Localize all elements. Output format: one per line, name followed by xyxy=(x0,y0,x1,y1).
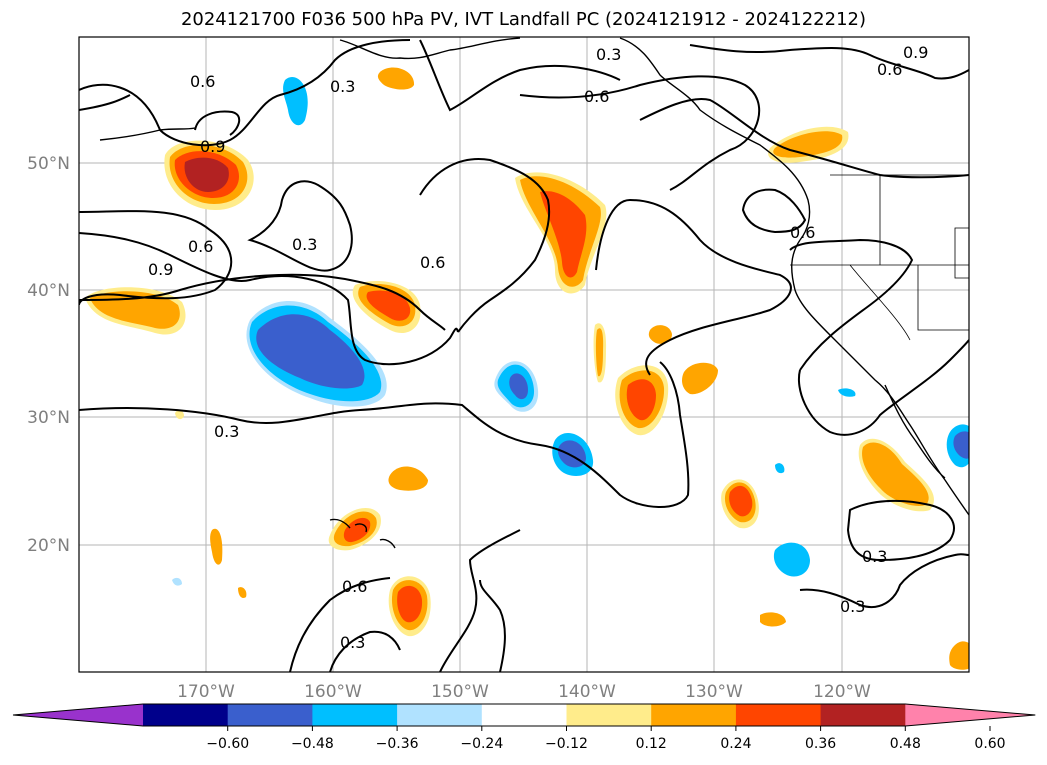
contour-label: 0.3 xyxy=(862,547,887,566)
lon-tick-label: 120°W xyxy=(813,682,871,702)
colorbar-segment xyxy=(651,704,737,726)
anomaly-blob-se xyxy=(949,641,969,670)
contour-label: 0.3 xyxy=(840,597,865,616)
colorbar-tick-label: 0.24 xyxy=(720,736,751,752)
contour-label: 0.6 xyxy=(420,253,445,272)
colorbar-tick-label: 0.48 xyxy=(890,736,921,752)
lat-tick-labels: 50°N 40°N 30°N 20°N xyxy=(27,154,70,556)
pc-shading xyxy=(85,67,969,670)
anomaly-blob-c4 xyxy=(552,432,594,476)
lon-tick-label: 170°W xyxy=(177,682,235,702)
contour-label: 0.3 xyxy=(596,45,621,64)
map-title: 2024121700 F036 500 hPa PV, IVT Landfall… xyxy=(180,9,867,30)
anomaly-blob-n2 xyxy=(377,67,415,90)
colorbar-tick-label: −0.48 xyxy=(291,736,334,752)
colorbar-tick-label: 0.60 xyxy=(974,736,1005,752)
colorbar-tick-label: 0.12 xyxy=(636,736,667,752)
colorbar-tick-label: −0.12 xyxy=(545,736,588,752)
pv-contours xyxy=(79,39,969,672)
anomaly-blob-c1 xyxy=(352,281,421,333)
lat-tick-label: 20°N xyxy=(27,536,70,556)
colorbar-segment xyxy=(143,704,229,726)
anomaly-blob-s6 xyxy=(760,612,786,627)
anomaly-blob-c6 xyxy=(593,323,718,395)
anomaly-blob-s2 xyxy=(388,576,431,637)
anomaly-blob-c2 xyxy=(515,172,607,294)
contour-label: 0.6 xyxy=(584,87,609,106)
anomaly-blob-s3 xyxy=(388,466,428,491)
lat-tick-label: 40°N xyxy=(27,281,70,301)
anomaly-blob-c5 xyxy=(615,365,669,436)
colorbar-segment xyxy=(397,704,483,726)
contour-label: 0.3 xyxy=(330,77,355,96)
colorbar-segment xyxy=(312,704,398,726)
contour-label: 0.3 xyxy=(214,422,239,441)
contour-label: 0.6 xyxy=(190,72,215,91)
contour-label: 0.3 xyxy=(292,235,317,254)
anomaly-blob-e xyxy=(946,424,969,468)
anomaly-blob-s1 xyxy=(328,507,381,551)
lon-tick-label: 140°W xyxy=(558,682,616,702)
colorbar-tick-label: −0.60 xyxy=(206,736,249,752)
coastlines xyxy=(99,37,969,549)
colorbar-segment xyxy=(820,704,906,726)
lat-tick-label: 50°N xyxy=(27,154,70,174)
anomaly-blob-negative xyxy=(246,300,387,407)
colorbar-outline xyxy=(12,703,1036,727)
contour-labels: 0.6 0.3 0.3 0.6 0.9 0.6 0.9 0.3 0.6 0.9 … xyxy=(148,43,928,652)
colorbar-extend-right xyxy=(905,704,1036,726)
anomaly-blob-c8 xyxy=(858,438,934,512)
anomaly-blob-s4 xyxy=(773,542,810,577)
colorbar-tick-label: −0.36 xyxy=(376,736,419,752)
lon-tick-label: 160°W xyxy=(304,682,362,702)
colorbar-segment xyxy=(735,704,822,726)
contour-label: 0.9 xyxy=(200,137,225,156)
anomaly-blob-c7 xyxy=(721,479,759,529)
anomaly-blob-n1 xyxy=(283,76,308,126)
contour-label: 0.6 xyxy=(342,577,367,596)
lat-tick-label: 30°N xyxy=(27,408,70,428)
lon-tick-label: 130°W xyxy=(685,682,743,702)
colorbar-segment xyxy=(227,704,313,726)
contour-label: 0.3 xyxy=(340,633,365,652)
state-borders xyxy=(790,174,969,341)
anomaly-blob-s5 xyxy=(210,528,223,565)
map-frame xyxy=(78,36,970,673)
colorbar: −0.60 −0.48 −0.36 −0.24 −0.12 0.12 0.24 0.36 0.4… xyxy=(12,703,1036,752)
colorbar-tick-label: −0.24 xyxy=(460,736,503,752)
contour-label: 0.9 xyxy=(148,260,173,279)
colorbar-extend-left xyxy=(13,704,143,726)
colorbar-segment xyxy=(481,704,567,726)
anomaly-blob-c3 xyxy=(494,361,539,412)
contour-label: 0.6 xyxy=(790,223,815,242)
contour-label: 0.9 xyxy=(903,43,928,62)
lon-tick-labels: 170°W 160°W 150°W 140°W 130°W 120°W xyxy=(177,682,871,702)
lon-tick-label: 150°W xyxy=(431,682,489,702)
anomaly-blob-nw xyxy=(164,140,254,210)
contour-label: 0.6 xyxy=(877,60,902,79)
colorbar-tick-label: 0.36 xyxy=(805,736,836,752)
colorbar-segment xyxy=(566,704,652,726)
contour-label: 0.6 xyxy=(188,237,213,256)
